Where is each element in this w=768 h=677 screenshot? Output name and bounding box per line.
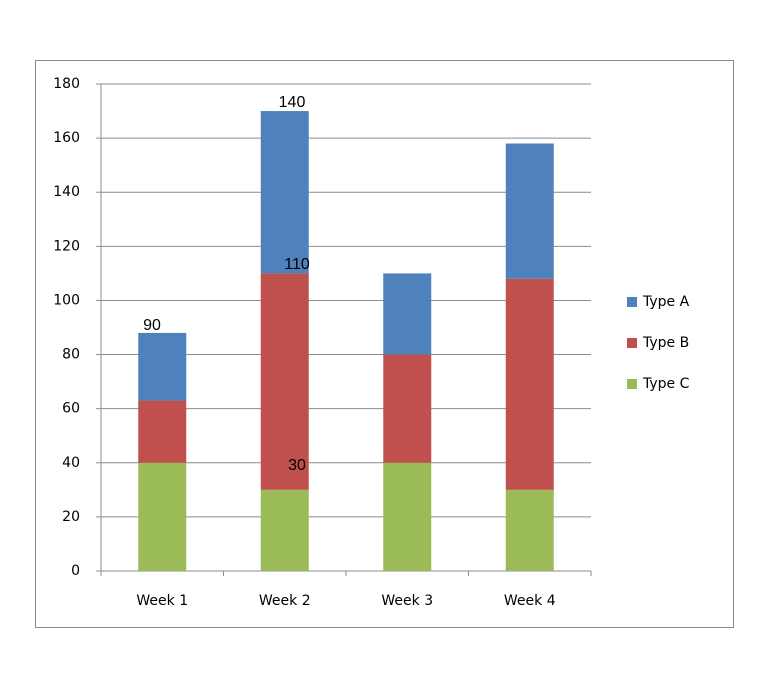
x-tick-label: Week 3 (381, 593, 433, 609)
y-tick-label: 20 (62, 509, 80, 525)
bar-segment (383, 354, 432, 463)
x-tick-label: Week 1 (136, 593, 188, 609)
legend-swatch (627, 338, 637, 348)
y-tick-label: 60 (62, 401, 80, 417)
legend-label: Type B (642, 335, 689, 351)
bar-segment (505, 489, 554, 571)
legend-swatch (627, 297, 637, 307)
y-tick-label: 120 (53, 238, 80, 254)
annotation: 30 (288, 457, 306, 474)
y-tick-label: 80 (62, 347, 80, 363)
y-tick-label: 0 (71, 563, 80, 579)
x-tick-label: Week 2 (259, 593, 311, 609)
annotation: 90 (143, 317, 161, 334)
bar-segment (260, 273, 309, 490)
x-tick-label: Week 4 (504, 593, 556, 609)
annotation: 110 (284, 256, 310, 273)
bar-segment (138, 462, 187, 571)
legend-swatch (627, 379, 637, 389)
y-tick-label: 100 (53, 292, 80, 308)
bar-segment (260, 111, 309, 274)
y-tick-label: 140 (53, 184, 80, 200)
annotation: 140 (279, 94, 306, 111)
legend-label: Type A (642, 294, 690, 310)
bar-segment (138, 400, 187, 463)
bar-segment (138, 332, 187, 401)
bar-segment (383, 462, 432, 571)
legend-label: Type C (642, 376, 690, 392)
bar-segment (383, 273, 432, 355)
bar-segment (505, 278, 554, 490)
bar-segment (505, 143, 554, 279)
y-tick-label: 180 (53, 76, 80, 92)
y-tick-label: 160 (53, 130, 80, 146)
y-tick-label: 40 (62, 455, 80, 471)
bar-segment (260, 489, 309, 571)
